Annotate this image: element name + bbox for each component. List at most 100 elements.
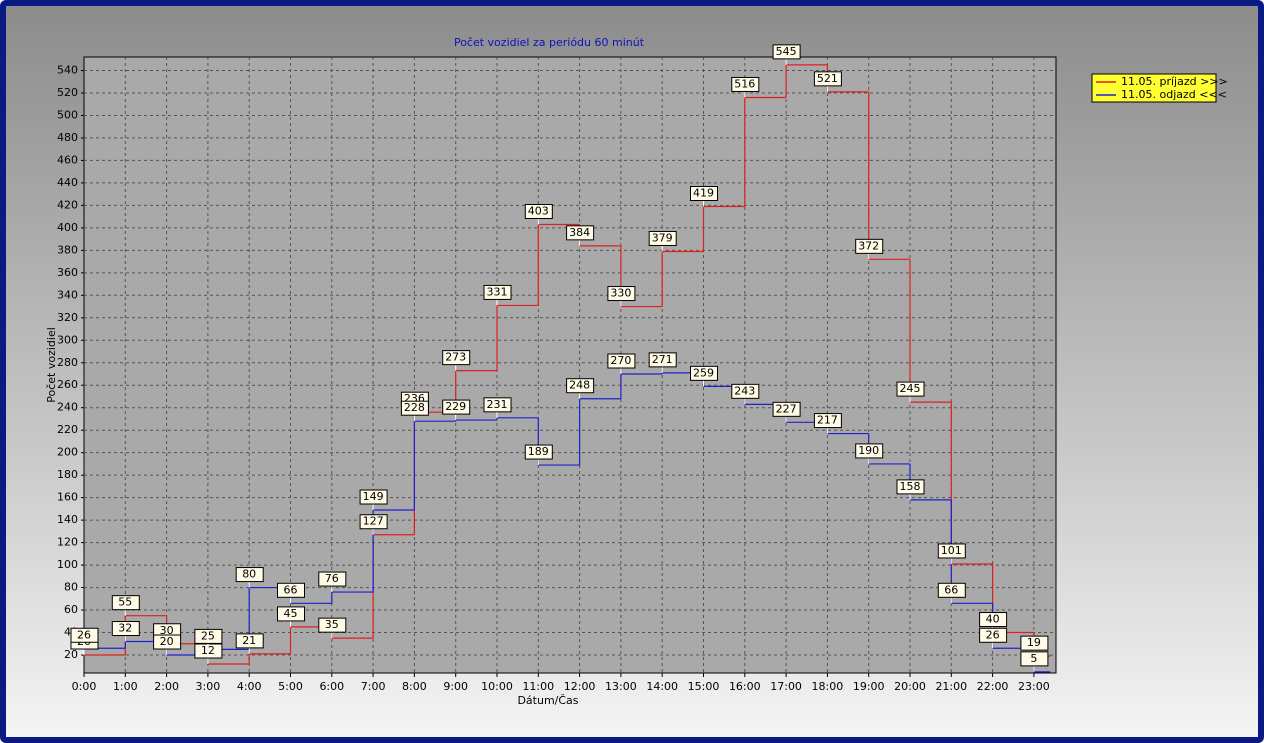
y-tick-label: 260 — [57, 378, 78, 391]
data-label-box — [813, 413, 842, 429]
y-tick-label: 180 — [57, 468, 78, 481]
data-label-box — [813, 71, 842, 87]
y-tick-label: 80 — [64, 581, 78, 594]
data-label-box — [153, 634, 182, 650]
x-tick-label: 23:00 — [1018, 680, 1050, 693]
x-tick-label: 19:00 — [853, 680, 885, 693]
data-label-box — [483, 397, 512, 413]
y-tick-label: 420 — [57, 198, 78, 211]
data-label-box — [235, 633, 264, 649]
data-label-box — [772, 401, 801, 417]
data-label: 190 — [858, 444, 879, 457]
data-label: 127 — [363, 515, 384, 528]
data-label: 19 — [1027, 636, 1041, 649]
x-tick-label: 9:00 — [443, 680, 468, 693]
y-tick-label: 440 — [57, 176, 78, 189]
data-label-box — [648, 230, 677, 246]
data-label-box — [235, 567, 264, 583]
data-label: 66 — [944, 583, 958, 596]
x-tick-label: 3:00 — [196, 680, 221, 693]
data-label-box — [648, 352, 677, 368]
y-axis-label: Počet vozidiel — [45, 327, 58, 403]
data-label: 35 — [325, 618, 339, 631]
data-label: 189 — [528, 445, 549, 458]
y-tick-label: 520 — [57, 86, 78, 99]
data-label-box — [1020, 635, 1049, 651]
data-label: 45 — [284, 607, 298, 620]
data-label: 273 — [445, 351, 466, 364]
data-label: 80 — [242, 568, 256, 581]
data-label: 379 — [652, 231, 673, 244]
data-label: 40 — [986, 613, 1000, 626]
data-label-box — [524, 444, 553, 460]
data-label: 101 — [941, 544, 962, 557]
x-tick-label: 10:00 — [481, 680, 513, 693]
y-tick-label: 100 — [57, 558, 78, 571]
data-label-box — [731, 76, 760, 92]
data-label: 30 — [160, 624, 174, 637]
data-label: 229 — [445, 400, 466, 413]
data-label: 20 — [160, 635, 174, 648]
data-label: 66 — [284, 583, 298, 596]
x-tick-label: 0:00 — [72, 680, 97, 693]
data-label-box — [524, 203, 553, 219]
data-label-box — [400, 400, 429, 416]
data-label-box — [318, 571, 347, 587]
data-label-box — [194, 628, 223, 644]
data-label: 25 — [201, 629, 215, 642]
x-tick-label: 5:00 — [278, 680, 303, 693]
data-label: 158 — [900, 480, 921, 493]
x-tick-label: 13:00 — [605, 680, 637, 693]
data-label-box — [277, 582, 305, 598]
y-tick-label: 280 — [57, 356, 78, 369]
data-label-box — [318, 617, 347, 633]
data-label: 26 — [986, 628, 1000, 641]
data-label-box — [855, 238, 884, 254]
x-tick-label: 22:00 — [977, 680, 1009, 693]
data-label-box — [772, 44, 801, 60]
data-label: 270 — [610, 354, 631, 367]
data-label-box — [359, 489, 388, 505]
y-tick-label: 160 — [57, 491, 78, 504]
y-tick-label: 340 — [57, 288, 78, 301]
data-label-box — [690, 186, 718, 202]
y-tick-label: 460 — [57, 153, 78, 166]
data-label: 516 — [734, 77, 755, 90]
data-label: 231 — [487, 398, 508, 411]
data-label: 331 — [487, 285, 508, 298]
x-tick-label: 6:00 — [319, 680, 344, 693]
x-tick-label: 2:00 — [154, 680, 179, 693]
data-label-box — [1020, 651, 1049, 667]
data-label: 330 — [610, 287, 631, 300]
legend-label: 11.05. príjazd >>> — [1121, 75, 1228, 88]
data-label-box — [566, 378, 595, 394]
x-tick-label: 16:00 — [729, 680, 761, 693]
data-label: 227 — [776, 402, 797, 415]
data-label-box — [979, 627, 1008, 643]
data-label-box — [111, 621, 140, 637]
y-tick-label: 300 — [57, 333, 78, 346]
x-tick-label: 14:00 — [646, 680, 678, 693]
data-label: 259 — [693, 366, 714, 379]
chart-title: Počet vozidiel za periódu 60 minút — [454, 36, 645, 49]
data-label: 545 — [776, 45, 797, 58]
data-label: 521 — [817, 72, 838, 85]
data-label-box — [359, 514, 388, 530]
data-label: 419 — [693, 187, 714, 200]
data-label-box — [855, 443, 884, 459]
x-tick-label: 1:00 — [113, 680, 138, 693]
x-tick-label: 7:00 — [361, 680, 386, 693]
x-tick-label: 4:00 — [237, 680, 262, 693]
data-label-box — [937, 543, 966, 559]
data-label: 271 — [652, 353, 673, 366]
y-tick-label: 320 — [57, 311, 78, 324]
y-tick-label: 240 — [57, 401, 78, 414]
data-label-box — [607, 286, 636, 302]
data-label: 12 — [201, 644, 215, 657]
x-tick-label: 12:00 — [564, 680, 596, 693]
x-tick-label: 20:00 — [894, 680, 926, 693]
x-tick-label: 8:00 — [402, 680, 427, 693]
data-label-box — [690, 365, 718, 381]
y-tick-label: 120 — [57, 536, 78, 549]
data-label-box — [111, 595, 140, 611]
